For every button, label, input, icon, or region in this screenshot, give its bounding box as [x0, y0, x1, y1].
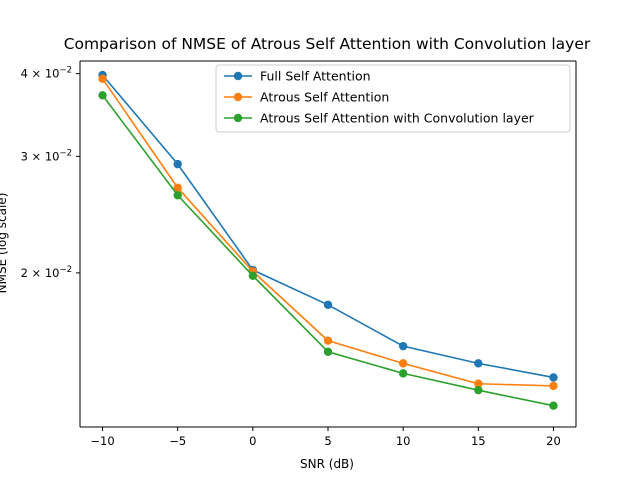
- data-point: [173, 191, 182, 200]
- x-tick-label: −10: [90, 434, 114, 448]
- data-point: [98, 91, 107, 100]
- data-point: [549, 401, 558, 410]
- y-tick-label: 4 × 10−2: [21, 66, 72, 81]
- legend: Full Self Attention Atrous Self Attention…: [215, 64, 571, 133]
- plot-area: −10 −5 0 5 10 15 204 × 10−23 × 10−22 × 10−2: [21, 60, 577, 448]
- data-point: [248, 271, 258, 280]
- x-axis-label: SNR (dB): [300, 457, 354, 471]
- legend-label: Full Self Attention: [260, 69, 371, 84]
- legend-marker: [233, 92, 243, 102]
- legend-label: Atrous Self Attention: [260, 90, 389, 105]
- y-tick-exponent: −2: [59, 148, 72, 158]
- legend-item: Full Self Attention: [224, 69, 371, 84]
- legend-box: [215, 64, 571, 133]
- y-axis-ticks: 4 × 10−23 × 10−22 × 10−2: [21, 66, 80, 280]
- data-point: [474, 379, 483, 388]
- y-axis-label: NMSE (log scale): [0, 193, 9, 294]
- data-point: [323, 347, 333, 356]
- legend-label: Atrous Self Attention with Convolution l…: [260, 111, 535, 126]
- y-tick-base: 2 × 10: [21, 266, 60, 280]
- data-point: [323, 336, 333, 345]
- data-point: [173, 183, 182, 192]
- legend-marker: [233, 113, 243, 123]
- data-point: [549, 381, 558, 391]
- x-axis-ticks: −10 −5 0 5 10 15 20: [90, 427, 561, 448]
- data-point: [474, 385, 483, 395]
- data-point: [398, 359, 408, 368]
- y-tick-exponent: −2: [59, 265, 72, 275]
- x-tick-label: 10: [396, 434, 411, 448]
- y-tick-label: 2 × 10−2: [21, 265, 72, 280]
- data-point: [173, 159, 182, 169]
- data-point: [549, 373, 558, 382]
- legend-item: Atrous Self Attention: [224, 90, 389, 105]
- x-tick-label: −5: [169, 434, 186, 448]
- x-tick-label: 5: [324, 434, 331, 448]
- y-tick-exponent: −2: [59, 66, 72, 76]
- legend-marker: [233, 71, 243, 81]
- data-point: [474, 359, 483, 368]
- y-tick-base: 4 × 10: [21, 67, 60, 81]
- x-tick-label: 15: [471, 434, 486, 448]
- y-tick-label: 3 × 10−2: [21, 148, 72, 163]
- x-tick-label: 0: [249, 434, 256, 448]
- x-tick-label: 20: [546, 434, 561, 448]
- legend-item: Atrous Self Attention with Convolution l…: [224, 111, 535, 126]
- y-tick-base: 3 × 10: [21, 149, 60, 163]
- chart-title: Comparison of NMSE of Atrous Self Attent…: [64, 35, 591, 53]
- data-point: [398, 369, 408, 378]
- data-point: [98, 74, 107, 83]
- data-point: [323, 300, 333, 309]
- data-point: [398, 341, 408, 351]
- series-3: [98, 91, 558, 410]
- series-line: [101, 94, 554, 407]
